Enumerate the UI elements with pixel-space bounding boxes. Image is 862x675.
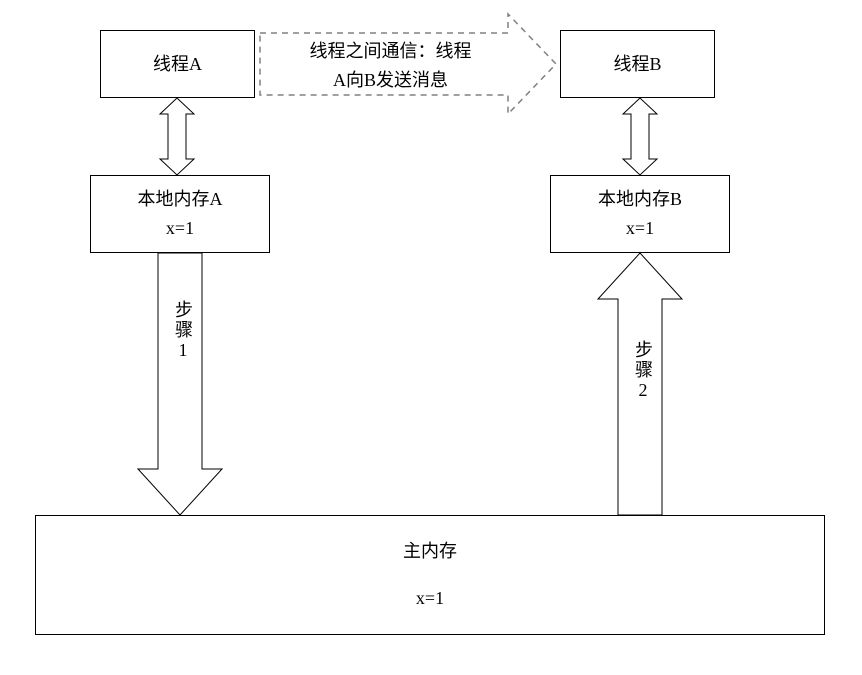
node-main-mem: 主内存 x=1 — [35, 515, 825, 635]
node-thread-b-label: 线程B — [613, 50, 661, 79]
node-local-mem-a-label1: 本地内存A — [138, 185, 223, 214]
step2-label-text: 步骤2 — [633, 340, 653, 402]
double-arrow-b — [623, 98, 657, 175]
node-main-mem-label1: 主内存 — [403, 537, 457, 566]
double-arrow-a — [160, 98, 194, 175]
node-local-mem-a: 本地内存A x=1 — [90, 175, 270, 253]
comm-label: 线程之间通信：线程 A向B发送消息 — [268, 37, 513, 95]
node-local-mem-b-label2: x=1 — [626, 214, 654, 243]
step1-arrow — [138, 253, 222, 515]
step1-label-text: 步骤1 — [173, 300, 193, 362]
step1-label: 步骤1 — [170, 300, 196, 362]
node-main-mem-label2: x=1 — [416, 584, 444, 613]
node-thread-b: 线程B — [560, 30, 715, 98]
comm-label-line2: A向B发送消息 — [268, 66, 513, 95]
step2-label: 步骤2 — [630, 340, 656, 402]
node-local-mem-b-label1: 本地内存B — [598, 185, 682, 214]
comm-label-line1: 线程之间通信：线程 — [268, 37, 513, 66]
node-thread-a-label: 线程A — [153, 50, 202, 79]
node-local-mem-b: 本地内存B x=1 — [550, 175, 730, 253]
node-local-mem-a-label2: x=1 — [166, 214, 194, 243]
node-thread-a: 线程A — [100, 30, 255, 98]
